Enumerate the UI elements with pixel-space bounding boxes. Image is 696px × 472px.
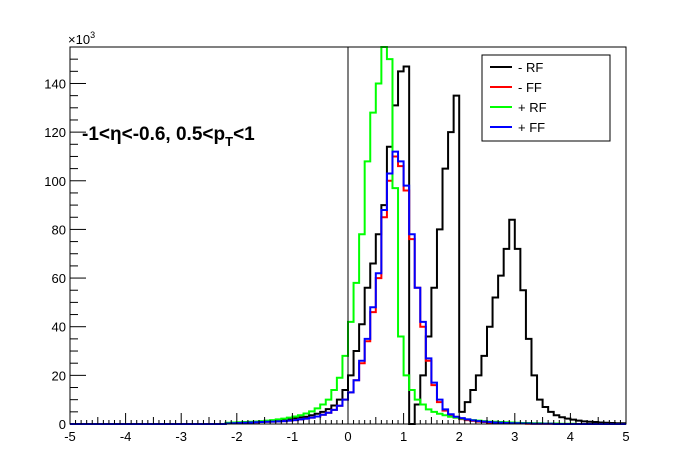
y-tick-label: 40: [52, 320, 66, 335]
y-axis: 0 20 40 60 80 100 120 140: [44, 46, 86, 432]
legend: - RF - FF + RF + FF: [481, 54, 611, 142]
x-axis: -5 -4 -3 -2 -1 0 1 2 3 4 5: [64, 413, 630, 444]
legend-label: + FF: [518, 120, 545, 135]
y-exponent-label: ×103: [68, 30, 95, 47]
x-tick-label: 4: [567, 429, 574, 444]
legend-label: - RF: [518, 60, 543, 75]
legend-label: - FF: [518, 80, 542, 95]
y-tick-label: 140: [44, 76, 66, 91]
x-tick-label: 3: [511, 429, 518, 444]
x-tick-label: -3: [175, 429, 187, 444]
y-tick-label: 60: [52, 271, 66, 286]
x-tick-label: 1: [400, 429, 407, 444]
x-tick-label: -1: [287, 429, 299, 444]
x-tick-label: 2: [456, 429, 463, 444]
legend-label: + RF: [518, 100, 547, 115]
y-tick-label: 100: [44, 174, 66, 189]
y-tick-label: 80: [52, 222, 66, 237]
x-tick-label: -2: [231, 429, 243, 444]
kinematic-range-annotation: -1<η<-0.6, 0.5<pT<1: [82, 124, 255, 149]
y-tick-label: 20: [52, 368, 66, 383]
x-tick-label: -5: [64, 429, 76, 444]
x-tick-label: 0: [344, 429, 351, 444]
y-tick-label: 120: [44, 125, 66, 140]
x-tick-label: -4: [120, 429, 132, 444]
x-tick-label: 5: [622, 429, 629, 444]
y-tick-label: 0: [59, 417, 66, 432]
